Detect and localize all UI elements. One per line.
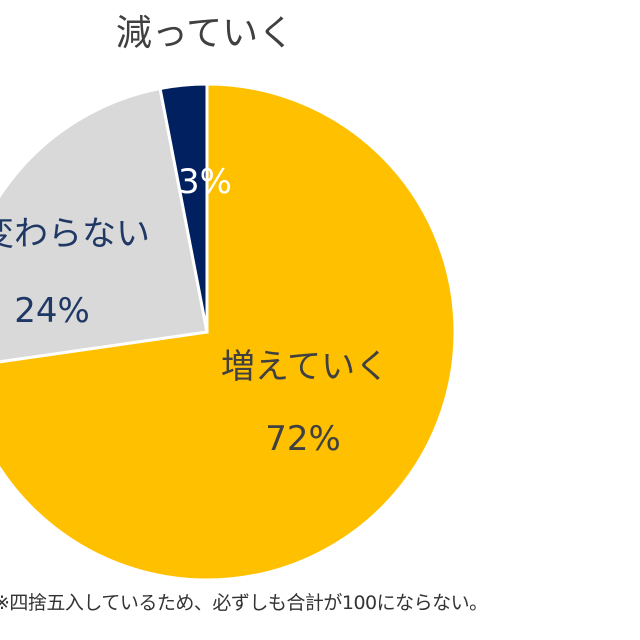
slice-value-label-2: 24% [14,291,90,331]
slice-name-label-1: 増えていく [221,347,389,387]
slice-name-label-3: 減っていく [116,13,294,54]
slice-name-label-2: 変わらない [0,214,150,254]
pie-slices [0,82,457,582]
pie-labels: 増えていく 72% 変わらない 24% 減っていく 3% [0,13,389,459]
slice-value-label-3: 3% [178,162,232,202]
pie-slice-3 [158,82,209,333]
slice-value-label-1: 72% [265,419,341,459]
pie-slice-2 [0,86,209,364]
footnote: ※四捨五入しているため、必ずしも合計が100にならない。 [0,592,488,614]
pie-slice-1 [0,82,457,582]
